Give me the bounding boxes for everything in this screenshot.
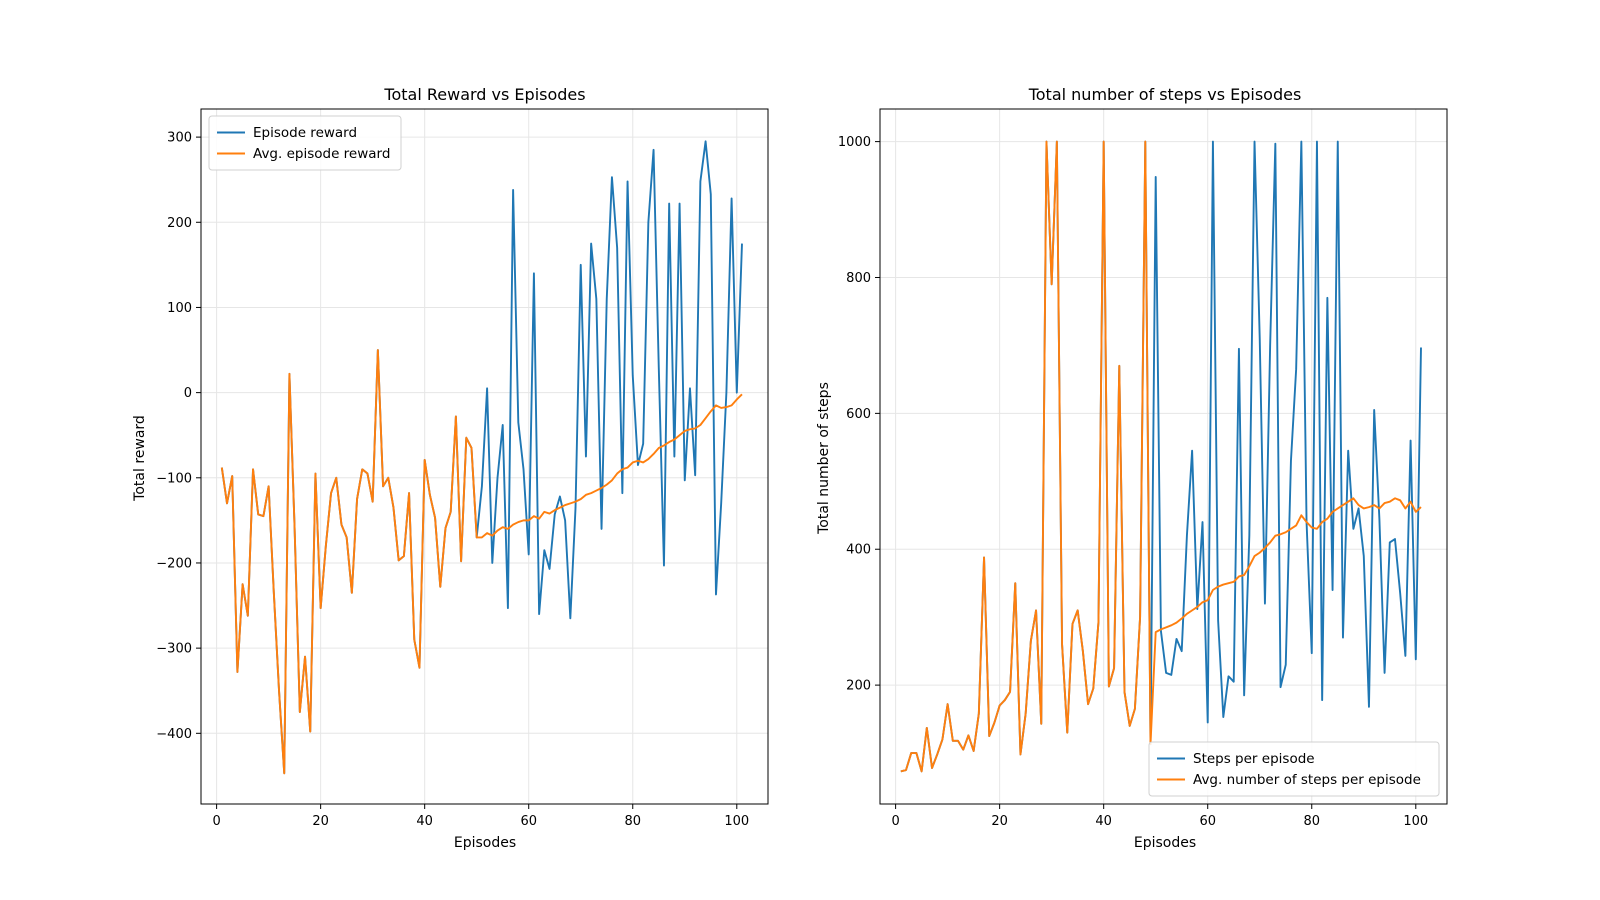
steps-xtick-label: 20	[991, 814, 1008, 829]
steps-xtick-label: 80	[1303, 814, 1320, 829]
steps-grid	[880, 109, 1447, 804]
reward-legend: Episode reward Avg. episode reward	[208, 115, 402, 171]
reward-xtick-label: 20	[312, 814, 329, 829]
reward-ytick-label: 300	[167, 131, 192, 146]
reward-ytick-label: −400	[156, 727, 192, 742]
reward-axes-frame	[200, 108, 769, 805]
reward-xtick-label: 40	[416, 814, 433, 829]
reward-ytick-label: −300	[156, 642, 192, 657]
reward-xtick-label: 0	[212, 814, 220, 829]
reward-series-group	[220, 140, 743, 775]
reward-chart: Total Reward vs Episodes Episodes Total …	[132, 85, 769, 851]
steps-ytick-label: 200	[846, 679, 871, 694]
reward-legend-label: Avg. episode reward	[253, 146, 390, 162]
reward-series-average-line	[220, 349, 743, 775]
steps-legend-label: Avg. number of steps per episode	[1193, 772, 1421, 788]
reward-xtick-label: 80	[624, 814, 641, 829]
steps-chart-xlabel: Episodes	[1134, 835, 1196, 851]
reward-ytick-label: −100	[156, 471, 192, 486]
steps-axes-frame	[879, 108, 1448, 805]
reward-ytick-label: 100	[167, 301, 192, 316]
steps-legend: Steps per episode Avg. number of steps pe…	[1148, 741, 1440, 797]
steps-legend-box	[1148, 741, 1440, 797]
reward-series-episode-line	[220, 140, 743, 775]
steps-ytick-label: 600	[846, 407, 871, 422]
reward-xtick-label: 60	[520, 814, 537, 829]
reward-ytick-label: −200	[156, 556, 192, 571]
reward-legend-label: Episode reward	[253, 125, 357, 141]
steps-series-average-line	[900, 140, 1422, 773]
steps-chart-ylabel: Total number of steps	[816, 382, 832, 535]
steps-chart-title: Total number of steps vs Episodes	[1028, 85, 1302, 104]
steps-xtick-label: 100	[1403, 814, 1428, 829]
steps-legend-label: Steps per episode	[1193, 751, 1315, 767]
steps-xtick-label: 40	[1095, 814, 1112, 829]
steps-chart: Total number of steps vs Episodes Episod…	[816, 85, 1448, 851]
steps-ytick-label: 1000	[838, 135, 871, 150]
reward-ytick-label: 200	[167, 216, 192, 231]
steps-series-group	[900, 140, 1422, 773]
reward-grid	[201, 109, 768, 804]
steps-xtick-label: 0	[891, 814, 899, 829]
steps-ytick-label: 400	[846, 543, 871, 558]
reward-chart-title: Total Reward vs Episodes	[383, 85, 585, 104]
steps-series-episode-line	[900, 140, 1422, 773]
reward-chart-ylabel: Total reward	[132, 415, 148, 502]
steps-xtick-label: 60	[1199, 814, 1216, 829]
steps-ytick-label: 800	[846, 271, 871, 286]
reward-chart-xlabel: Episodes	[454, 835, 516, 851]
reward-legend-box	[208, 115, 402, 171]
reward-ytick-label: 0	[184, 386, 192, 401]
reward-xtick-label: 100	[724, 814, 749, 829]
